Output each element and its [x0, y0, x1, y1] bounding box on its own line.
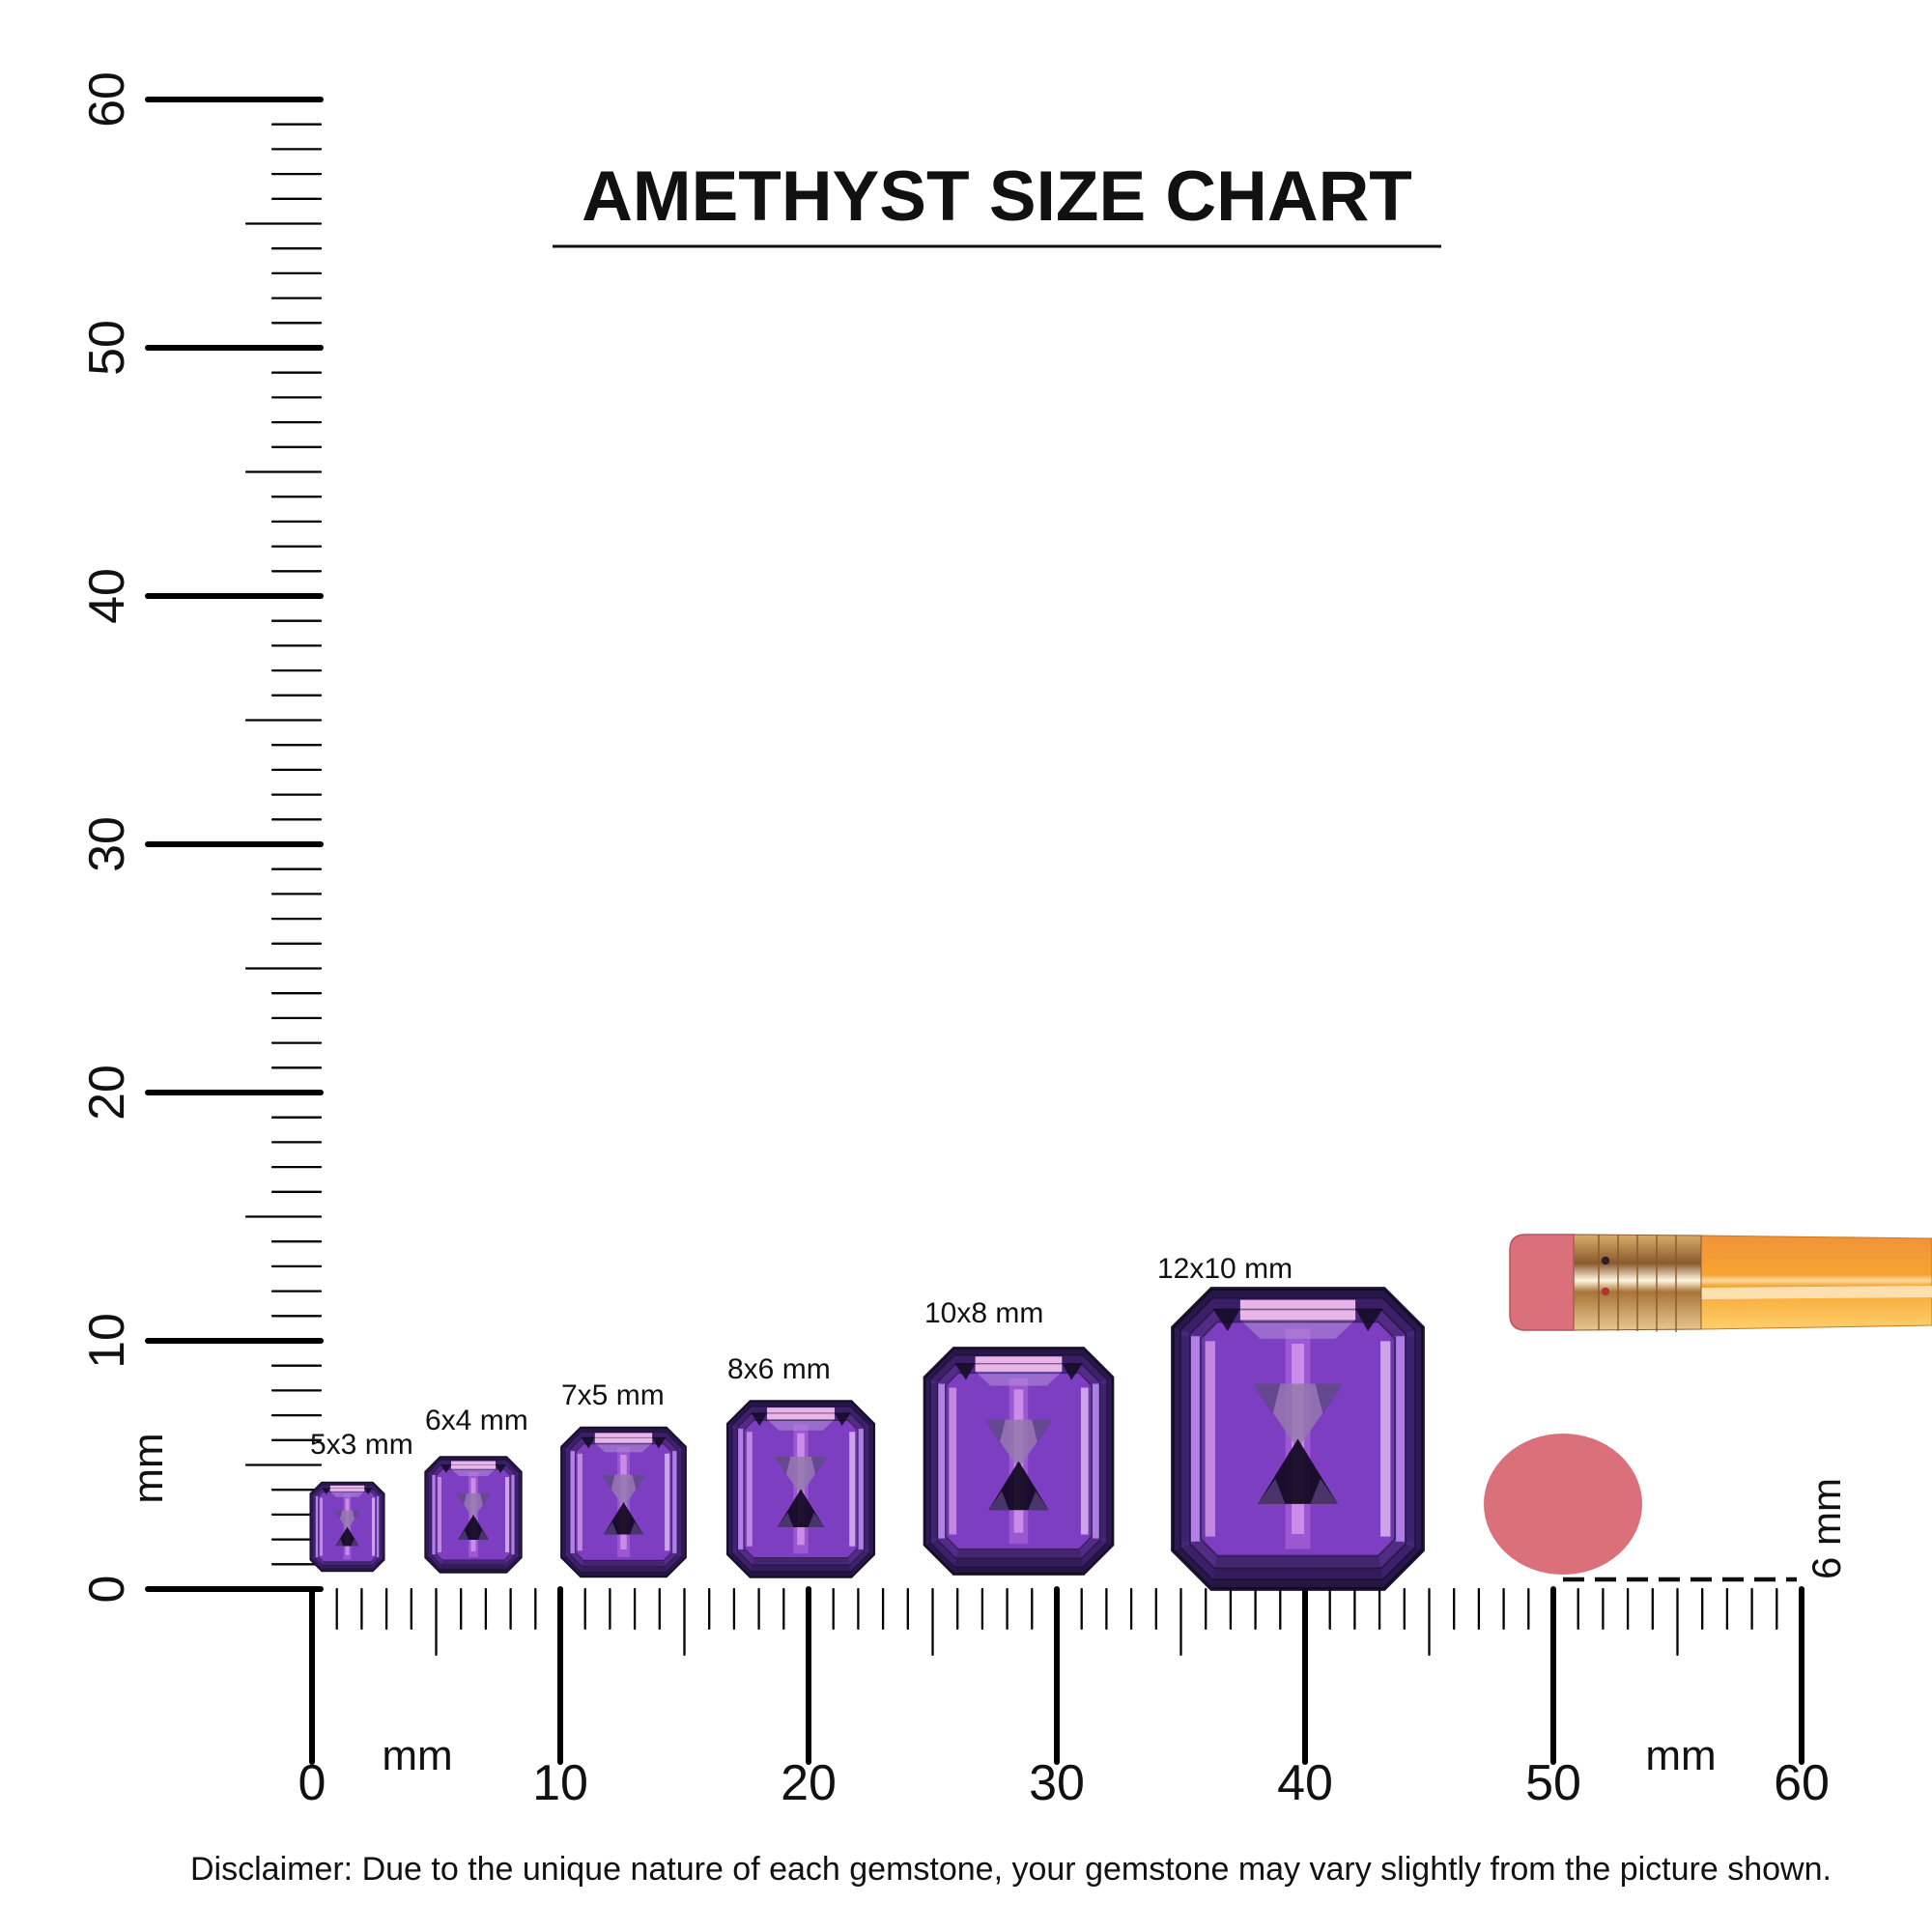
svg-text:60: 60: [79, 71, 135, 128]
svg-text:Disclaimer: Due to the unique: Disclaimer: Due to the unique nature of …: [190, 1851, 1832, 1888]
svg-text:50: 50: [1525, 1755, 1581, 1811]
svg-text:30: 30: [79, 816, 135, 872]
svg-text:mm: mm: [382, 1732, 452, 1779]
svg-text:10: 10: [532, 1755, 588, 1811]
svg-text:10: 10: [79, 1313, 135, 1369]
svg-text:30: 30: [1029, 1755, 1085, 1811]
svg-text:8x6 mm: 8x6 mm: [727, 1353, 831, 1385]
svg-text:60: 60: [1774, 1755, 1830, 1811]
svg-text:5x3 mm: 5x3 mm: [310, 1429, 413, 1461]
svg-text:10x8 mm: 10x8 mm: [924, 1297, 1043, 1329]
svg-text:6 mm: 6 mm: [1804, 1478, 1849, 1579]
svg-text:6x4 mm: 6x4 mm: [425, 1405, 528, 1436]
svg-text:0: 0: [79, 1576, 135, 1604]
svg-text:mm: mm: [125, 1433, 172, 1503]
svg-text:mm: mm: [1645, 1732, 1716, 1779]
svg-text:12x10 mm: 12x10 mm: [1157, 1253, 1293, 1285]
svg-text:0: 0: [298, 1755, 327, 1811]
svg-text:20: 20: [781, 1755, 837, 1811]
svg-text:20: 20: [79, 1065, 135, 1121]
svg-text:7x5 mm: 7x5 mm: [561, 1379, 665, 1411]
svg-text:50: 50: [79, 320, 135, 376]
svg-text:40: 40: [79, 568, 135, 624]
svg-text:40: 40: [1277, 1755, 1333, 1811]
svg-text:AMETHYST SIZE CHART: AMETHYST SIZE CHART: [582, 157, 1412, 236]
